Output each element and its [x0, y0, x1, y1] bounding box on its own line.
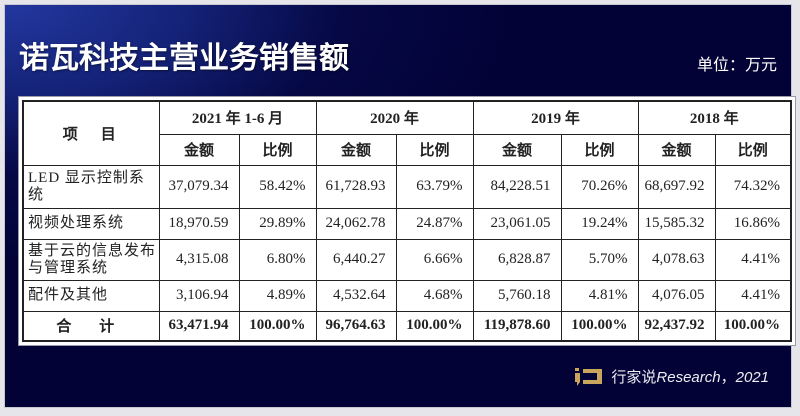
separator: ， [720, 368, 736, 386]
source-footer: 行家说Research，2021 [575, 366, 769, 387]
ratio-cell: 6.80% [238, 238, 317, 281]
amount-cell: 6,440.27 [315, 238, 397, 281]
ratio-cell: 58.42% [238, 164, 317, 209]
amount-cell: 18,970.59 [158, 207, 240, 240]
amount-cell: 68,697.92 [637, 164, 716, 209]
ratio-header: 比例 [560, 133, 639, 166]
total-label: 合 计 [22, 310, 160, 342]
amount-cell: 3,106.94 [158, 279, 240, 312]
ratio-header: 比例 [714, 133, 792, 166]
brand-en: Research [656, 369, 721, 386]
period-header-row: 项 目 2021 年 1-6 月 2020 年 2019 年 2018 年 [22, 100, 792, 166]
row-label: LED 显示控制系统 [22, 164, 160, 209]
amount-cell: 84,228.51 [472, 164, 562, 209]
ratio-header: 比例 [395, 133, 474, 166]
table-row: 配件及其他 3,106.94 4.89% 4,532.64 4.68% 5,76… [22, 279, 792, 312]
page-title: 诺瓦科技主营业务销售额 [19, 41, 349, 76]
ratio-cell: 4.81% [560, 279, 639, 312]
ratio-cell: 19.24% [560, 207, 639, 240]
amount-cell: 6,828.87 [472, 238, 562, 281]
period-header: 2018 年 [637, 100, 792, 135]
total-amount-cell: 119,878.60 [472, 310, 562, 342]
row-label: 配件及其他 [22, 279, 160, 312]
ratio-cell: 4.89% [238, 279, 317, 312]
total-ratio-cell: 100.00% [560, 310, 639, 342]
table-row: LED 显示控制系统 37,079.34 58.42% 61,728.93 63… [22, 164, 792, 209]
amount-cell: 37,079.34 [158, 164, 240, 209]
ratio-cell: 4.41% [714, 279, 792, 312]
total-ratio-cell: 100.00% [238, 310, 317, 342]
ratio-cell: 4.41% [714, 238, 792, 281]
ratio-cell: 6.66% [395, 238, 474, 281]
unit-label: 单位：万元 [696, 55, 777, 74]
amount-header: 金额 [637, 133, 716, 166]
ratio-cell: 24.87% [395, 207, 474, 240]
period-header: 2019 年 [472, 100, 639, 135]
slide-panel: 诺瓦科技主营业务销售额 单位：万元 项 目 2021 年 1-6 月 2020 … [4, 4, 796, 408]
amount-header: 金额 [315, 133, 397, 166]
ratio-cell: 63.79% [395, 164, 474, 209]
amount-cell: 4,076.05 [637, 279, 716, 312]
item-header: 项 目 [22, 100, 160, 166]
total-amount-cell: 92,437.92 [637, 310, 716, 342]
ratio-cell: 16.86% [714, 207, 792, 240]
row-label: 基于云的信息发布与管理系统 [22, 238, 160, 281]
table-row: 视频处理系统 18,970.59 29.89% 24,062.78 24.87%… [22, 207, 792, 240]
amount-cell: 4,532.64 [315, 279, 397, 312]
amount-cell: 15,585.32 [637, 207, 716, 240]
period-header: 2021 年 1-6 月 [158, 100, 317, 135]
amount-cell: 24,062.78 [315, 207, 397, 240]
total-amount-cell: 63,471.94 [158, 310, 240, 342]
total-ratio-cell: 100.00% [714, 310, 792, 342]
total-amount-cell: 96,764.63 [315, 310, 397, 342]
amount-header: 金额 [158, 133, 240, 166]
sales-table-container: 项 目 2021 年 1-6 月 2020 年 2019 年 2018 年 金额… [18, 96, 796, 346]
amount-cell: 4,078.63 [637, 238, 716, 281]
hangjiashuo-logo-icon [575, 367, 603, 386]
ratio-cell: 74.32% [714, 164, 792, 209]
amount-cell: 5,760.18 [472, 279, 562, 312]
ratio-cell: 5.70% [560, 238, 639, 281]
brand-cn: 行家说 [611, 368, 657, 386]
ratio-cell: 70.26% [560, 164, 639, 209]
ratio-cell: 29.89% [238, 207, 317, 240]
amount-header: 金额 [472, 133, 562, 166]
ratio-header: 比例 [238, 133, 317, 166]
sub-header-row: 金额 比例 金额 比例 金额 比例 金额 比例 [23, 133, 792, 166]
period-header: 2020 年 [315, 100, 474, 135]
row-label: 视频处理系统 [22, 207, 160, 240]
ratio-cell: 4.68% [395, 279, 474, 312]
amount-cell: 23,061.05 [472, 207, 562, 240]
source-year: 2021 [735, 369, 769, 386]
table-row: 基于云的信息发布与管理系统 4,315.08 6.80% 6,440.27 6.… [22, 238, 792, 281]
sales-table: 项 目 2021 年 1-6 月 2020 年 2019 年 2018 年 金额… [22, 100, 792, 342]
total-row: 合 计 63,471.94 100.00% 96,764.63 100.00% … [22, 310, 792, 342]
amount-cell: 4,315.08 [158, 238, 240, 281]
amount-cell: 61,728.93 [315, 164, 397, 209]
total-ratio-cell: 100.00% [395, 310, 474, 342]
